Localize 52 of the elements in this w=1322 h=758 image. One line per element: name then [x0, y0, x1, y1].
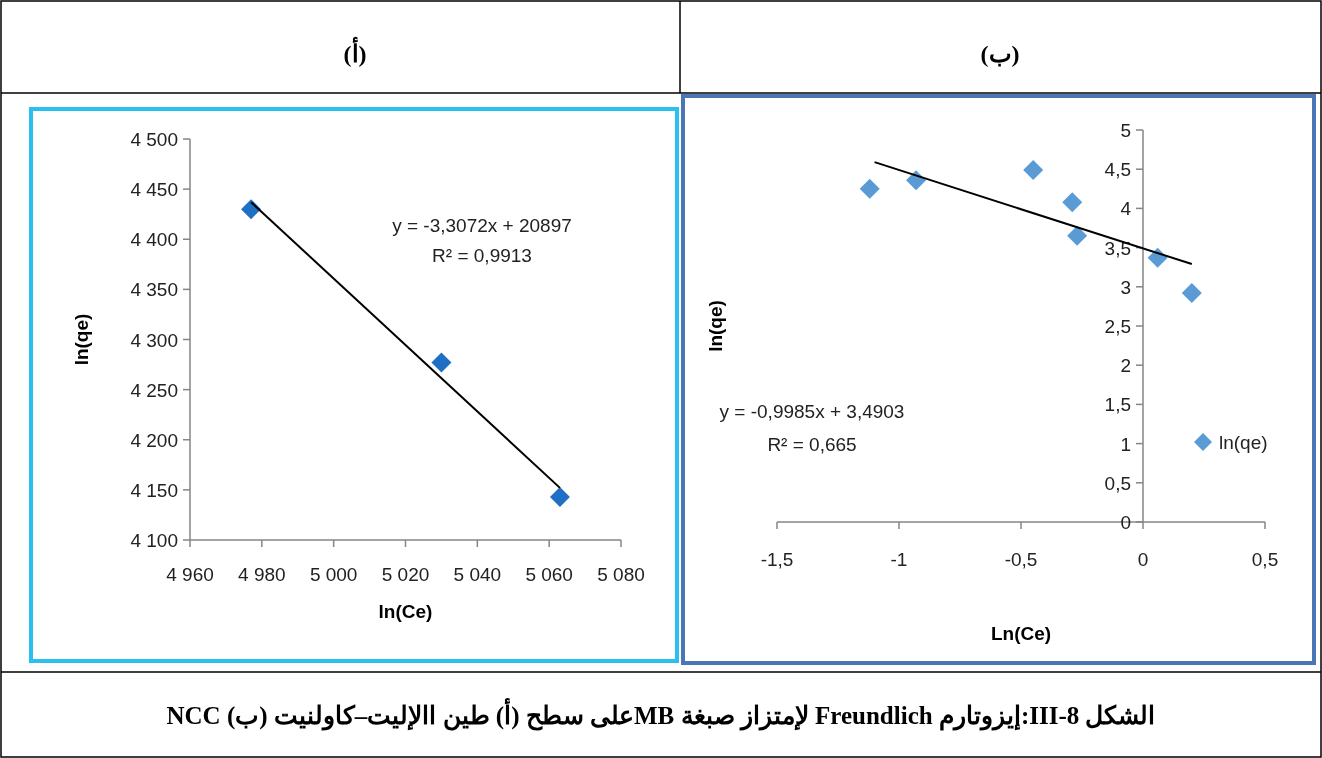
y-axis-title: ln(qe): [705, 300, 726, 352]
y-tick-label: 4 400: [130, 229, 178, 251]
chart-title: (ب): [980, 41, 1020, 67]
y-tick-label: 2,5: [1104, 316, 1131, 337]
point: [549, 486, 570, 507]
y-axis-title: ln(qe): [71, 313, 92, 366]
x-tick-label: 5 060: [525, 564, 573, 585]
y-tick-label: 3,5: [1104, 237, 1131, 259]
x-axis-title: Ln(Ce): [990, 623, 1052, 644]
point: [431, 352, 452, 373]
legend-label: ln(qe): [1219, 432, 1268, 453]
y-tick-label: 4 350: [130, 279, 178, 301]
text: الشكل III-8:إيزوتارم Freundlich لإمتزاز صبغة MBعلى سطح (أ) طين االإليت–كاولنيت (ب) NCC: [166, 697, 1156, 731]
x-tick-label: 4 980: [238, 564, 286, 585]
point: [1067, 225, 1088, 246]
y-tick-label: 5: [1120, 120, 1131, 141]
y-tick-label: 4 200: [130, 429, 178, 451]
x-tick-label: 0,5: [1251, 549, 1279, 570]
y-tick-label: 4 100: [130, 530, 178, 551]
y-tick-label: 4 150: [130, 479, 178, 501]
x-tick-label: 5 000: [309, 564, 358, 585]
x-tick-label: 0: [1137, 549, 1149, 570]
annotation: y = -0,9985x + 3,4903: [719, 401, 905, 422]
point: [859, 178, 880, 199]
annotation: R² = 0,9913: [432, 245, 532, 266]
x-tick-label: -1: [890, 549, 908, 570]
y-tick-label: 1: [1120, 433, 1131, 455]
y-tick-label: 4 450: [130, 179, 178, 201]
y-tick-label: 4 300: [130, 329, 178, 351]
chart-title: (أ): [343, 36, 367, 67]
y-tick-label: 4 500: [130, 129, 178, 150]
y-tick-label: 4: [1120, 198, 1132, 220]
x-tick-label: -1,5: [760, 549, 794, 570]
point: [1181, 283, 1202, 304]
x-tick-label: 5 020: [381, 564, 430, 585]
y-tick-label: 1,5: [1104, 394, 1131, 416]
y-tick-label: 4 250: [130, 379, 178, 401]
annotation: y = -3,3072x + 20897: [392, 215, 572, 236]
y-tick-label: 4,5: [1104, 159, 1131, 181]
y-tick-label: 0: [1120, 512, 1131, 533]
annotation: R² = 0,665: [767, 434, 857, 455]
point: [1023, 159, 1044, 180]
y-tick-label: 3: [1120, 276, 1131, 298]
x-tick-label: -0,5: [1004, 549, 1038, 570]
y-tick-label: 0,5: [1104, 472, 1131, 494]
x-axis-title: ln(Ce): [378, 601, 433, 622]
x-tick-label: 5 040: [453, 564, 502, 585]
x-tick-label: 5 080: [597, 564, 645, 585]
x-tick-label: 4 960: [166, 564, 214, 585]
point: [1062, 192, 1083, 213]
y-tick-label: 2: [1120, 355, 1131, 377]
legend: ln(qe): [1194, 432, 1268, 453]
